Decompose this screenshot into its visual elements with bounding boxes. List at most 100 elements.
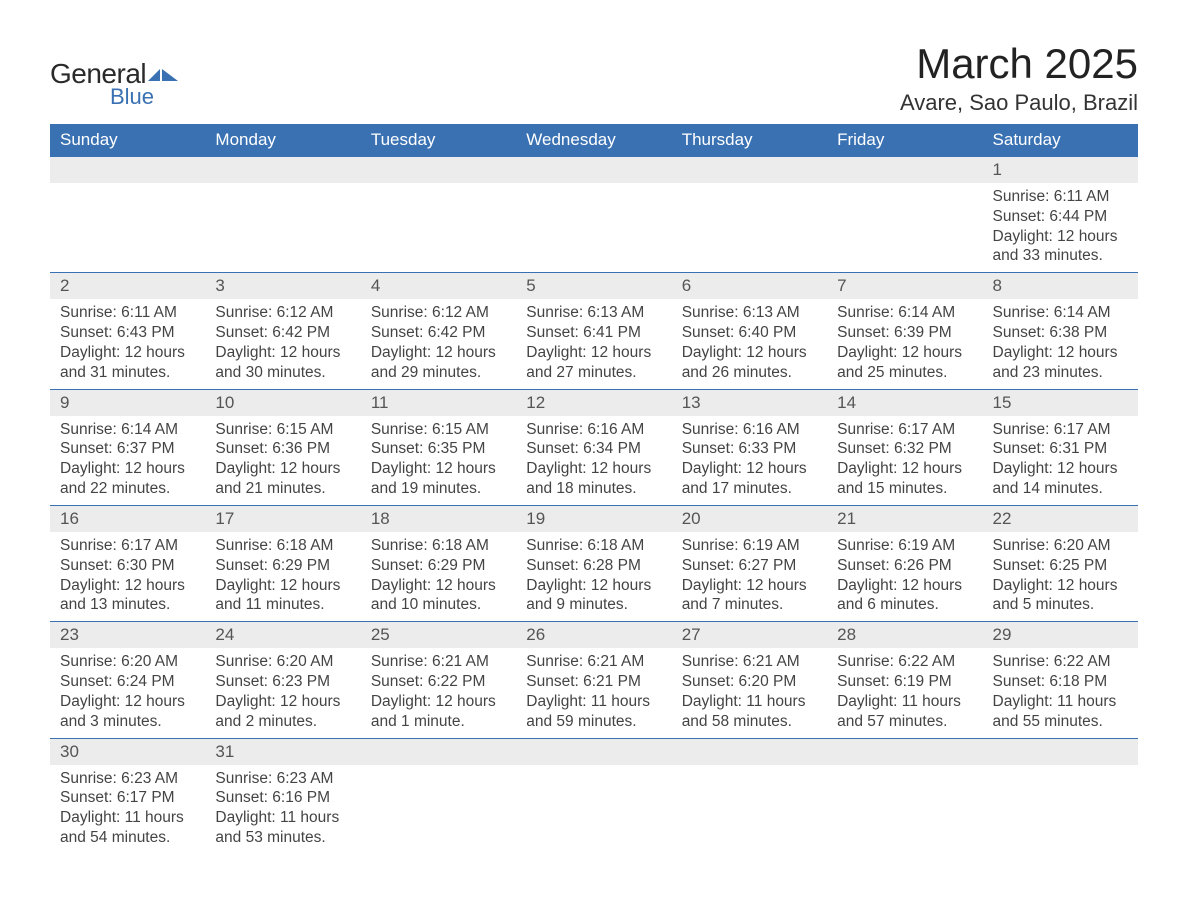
daylight-text: Daylight: 11 hours and 59 minutes. — [526, 692, 661, 732]
sunrise-text: Sunrise: 6:21 AM — [682, 652, 817, 672]
daylight-text: Daylight: 12 hours and 30 minutes. — [215, 343, 350, 383]
calendar-table: Sunday Monday Tuesday Wednesday Thursday… — [50, 124, 1138, 854]
day-detail-cell: Sunrise: 6:23 AMSunset: 6:17 PMDaylight:… — [50, 765, 205, 854]
day-detail-row: Sunrise: 6:11 AMSunset: 6:44 PMDaylight:… — [50, 183, 1138, 273]
sunset-text: Sunset: 6:44 PM — [993, 207, 1128, 227]
day-detail-cell: Sunrise: 6:18 AMSunset: 6:29 PMDaylight:… — [205, 532, 360, 622]
day-number-cell: 27 — [672, 622, 827, 649]
day-header: Friday — [827, 124, 982, 157]
daylight-text: Daylight: 12 hours and 1 minute. — [371, 692, 506, 732]
daylight-text: Daylight: 12 hours and 9 minutes. — [526, 576, 661, 616]
day-number-row: 2345678 — [50, 273, 1138, 300]
header: General Blue March 2025 Avare, Sao Paulo… — [50, 40, 1138, 116]
day-number-cell: 28 — [827, 622, 982, 649]
sunset-text: Sunset: 6:38 PM — [993, 323, 1128, 343]
sunset-text: Sunset: 6:26 PM — [837, 556, 972, 576]
day-number-cell: 24 — [205, 622, 360, 649]
day-number-cell: 15 — [983, 389, 1138, 416]
day-number-row: 9101112131415 — [50, 389, 1138, 416]
sunrise-text: Sunrise: 6:12 AM — [215, 303, 350, 323]
day-detail-cell — [516, 765, 671, 854]
day-detail-cell: Sunrise: 6:20 AMSunset: 6:25 PMDaylight:… — [983, 532, 1138, 622]
day-detail-cell: Sunrise: 6:12 AMSunset: 6:42 PMDaylight:… — [205, 299, 360, 389]
day-detail-row: Sunrise: 6:11 AMSunset: 6:43 PMDaylight:… — [50, 299, 1138, 389]
sunset-text: Sunset: 6:24 PM — [60, 672, 195, 692]
day-detail-cell: Sunrise: 6:20 AMSunset: 6:24 PMDaylight:… — [50, 648, 205, 738]
sunrise-text: Sunrise: 6:21 AM — [371, 652, 506, 672]
day-number-cell — [827, 157, 982, 184]
title-block: March 2025 Avare, Sao Paulo, Brazil — [900, 40, 1138, 116]
sunrise-text: Sunrise: 6:19 AM — [682, 536, 817, 556]
daylight-text: Daylight: 12 hours and 5 minutes. — [993, 576, 1128, 616]
day-number-row: 23242526272829 — [50, 622, 1138, 649]
day-number-cell: 19 — [516, 505, 671, 532]
day-number-cell: 25 — [361, 622, 516, 649]
sunset-text: Sunset: 6:18 PM — [993, 672, 1128, 692]
sunrise-text: Sunrise: 6:17 AM — [60, 536, 195, 556]
sunrise-text: Sunrise: 6:20 AM — [60, 652, 195, 672]
day-number-cell — [361, 738, 516, 765]
sunset-text: Sunset: 6:29 PM — [371, 556, 506, 576]
sunset-text: Sunset: 6:43 PM — [60, 323, 195, 343]
sunrise-text: Sunrise: 6:17 AM — [993, 420, 1128, 440]
sunrise-text: Sunrise: 6:18 AM — [526, 536, 661, 556]
sunset-text: Sunset: 6:30 PM — [60, 556, 195, 576]
day-detail-row: Sunrise: 6:20 AMSunset: 6:24 PM Daylight:… — [50, 648, 1138, 738]
daylight-text: Daylight: 12 hours and 17 minutes. — [682, 459, 817, 499]
daylight-text: Daylight: 12 hours and 33 minutes. — [993, 227, 1128, 267]
sunset-text: Sunset: 6:42 PM — [371, 323, 506, 343]
day-number-cell — [516, 738, 671, 765]
sunset-text: Sunset: 6:35 PM — [371, 439, 506, 459]
day-number-cell: 1 — [983, 157, 1138, 184]
daylight-text: Daylight: 12 hours and 15 minutes. — [837, 459, 972, 499]
sunset-text: Sunset: 6:39 PM — [837, 323, 972, 343]
day-number-cell: 8 — [983, 273, 1138, 300]
day-number-cell: 18 — [361, 505, 516, 532]
day-number-cell: 17 — [205, 505, 360, 532]
sunset-text: Sunset: 6:19 PM — [837, 672, 972, 692]
sunset-text: Sunset: 6:36 PM — [215, 439, 350, 459]
day-number-cell: 31 — [205, 738, 360, 765]
sunset-text: Sunset: 6:22 PM — [371, 672, 506, 692]
sunset-text: Sunset: 6:20 PM — [682, 672, 817, 692]
day-detail-cell: Sunrise: 6:15 AMSunset: 6:36 PMDaylight:… — [205, 416, 360, 506]
month-title: March 2025 — [900, 40, 1138, 88]
day-detail-cell: Sunrise: 6:16 AMSunset: 6:34 PMDaylight:… — [516, 416, 671, 506]
day-number-cell: 2 — [50, 273, 205, 300]
day-detail-cell: Sunrise: 6:18 AMSunset: 6:28 PMDaylight:… — [516, 532, 671, 622]
sunrise-text: Sunrise: 6:22 AM — [993, 652, 1128, 672]
day-detail-cell: Sunrise: 6:16 AMSunset: 6:33 PMDaylight:… — [672, 416, 827, 506]
day-detail-cell — [672, 183, 827, 273]
daylight-text: Daylight: 12 hours and 29 minutes. — [371, 343, 506, 383]
sunrise-text: Sunrise: 6:16 AM — [526, 420, 661, 440]
day-detail-cell: Sunrise: 6:20 AMSunset: 6:23 PMDaylight:… — [205, 648, 360, 738]
day-detail-cell — [361, 183, 516, 273]
day-detail-cell: Sunrise: 6:19 AMSunset: 6:27 PMDaylight:… — [672, 532, 827, 622]
daylight-text: Daylight: 12 hours and 27 minutes. — [526, 343, 661, 383]
sunrise-text: Sunrise: 6:14 AM — [60, 420, 195, 440]
daylight-text: Daylight: 12 hours and 14 minutes. — [993, 459, 1128, 499]
day-detail-cell: Sunrise: 6:21 AMSunset: 6:22 PMDaylight:… — [361, 648, 516, 738]
sunset-text: Sunset: 6:31 PM — [993, 439, 1128, 459]
sunset-text: Sunset: 6:40 PM — [682, 323, 817, 343]
day-number-cell: 22 — [983, 505, 1138, 532]
logo-text-2: Blue — [110, 84, 178, 110]
day-number-cell: 11 — [361, 389, 516, 416]
sunset-text: Sunset: 6:42 PM — [215, 323, 350, 343]
day-detail-cell: Sunrise: 6:19 AMSunset: 6:26 PMDaylight:… — [827, 532, 982, 622]
sunrise-text: Sunrise: 6:23 AM — [60, 769, 195, 789]
sunrise-text: Sunrise: 6:13 AM — [682, 303, 817, 323]
day-detail-cell — [205, 183, 360, 273]
day-number-row: 16171819202122 — [50, 505, 1138, 532]
day-number-cell: 5 — [516, 273, 671, 300]
day-detail-cell: Sunrise: 6:22 AMSunset: 6:19 PMDaylight:… — [827, 648, 982, 738]
day-detail-cell — [983, 765, 1138, 854]
day-detail-cell: Sunrise: 6:13 AMSunset: 6:40 PMDaylight:… — [672, 299, 827, 389]
day-header: Tuesday — [361, 124, 516, 157]
sunrise-text: Sunrise: 6:23 AM — [215, 769, 350, 789]
day-number-cell: 6 — [672, 273, 827, 300]
sunrise-text: Sunrise: 6:14 AM — [837, 303, 972, 323]
day-number-cell: 13 — [672, 389, 827, 416]
day-header: Wednesday — [516, 124, 671, 157]
daylight-text: Daylight: 12 hours and 7 minutes. — [682, 576, 817, 616]
